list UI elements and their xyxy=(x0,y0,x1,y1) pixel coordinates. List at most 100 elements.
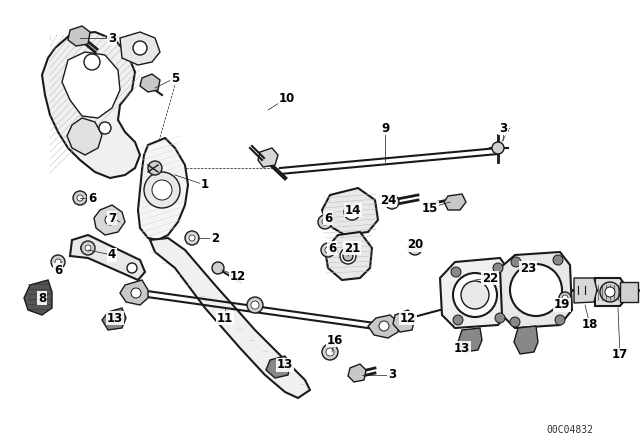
Polygon shape xyxy=(322,188,378,235)
Circle shape xyxy=(247,297,263,313)
Circle shape xyxy=(412,245,418,251)
Polygon shape xyxy=(70,235,145,280)
Circle shape xyxy=(51,255,65,269)
Polygon shape xyxy=(440,258,510,328)
Circle shape xyxy=(379,321,389,331)
Circle shape xyxy=(144,172,180,208)
Circle shape xyxy=(189,235,195,241)
Circle shape xyxy=(451,267,461,277)
Circle shape xyxy=(77,195,83,201)
Polygon shape xyxy=(458,328,482,352)
Text: 9: 9 xyxy=(381,121,389,134)
Text: 1: 1 xyxy=(201,178,209,191)
Text: 13: 13 xyxy=(454,341,470,354)
Polygon shape xyxy=(67,118,102,155)
Text: 6: 6 xyxy=(324,211,332,224)
Polygon shape xyxy=(444,194,466,210)
Polygon shape xyxy=(24,280,52,315)
Circle shape xyxy=(453,315,463,325)
Circle shape xyxy=(461,281,489,309)
Circle shape xyxy=(212,262,224,274)
Polygon shape xyxy=(258,148,278,167)
Polygon shape xyxy=(62,52,120,118)
Text: 17: 17 xyxy=(612,349,628,362)
Polygon shape xyxy=(325,232,372,280)
Circle shape xyxy=(493,263,503,273)
Circle shape xyxy=(325,247,331,253)
Circle shape xyxy=(318,215,332,229)
Polygon shape xyxy=(68,26,90,46)
Polygon shape xyxy=(368,315,398,338)
Circle shape xyxy=(131,288,141,298)
Text: 12: 12 xyxy=(230,270,246,283)
Polygon shape xyxy=(500,252,572,328)
Text: 22: 22 xyxy=(482,271,498,284)
Circle shape xyxy=(148,161,162,175)
Circle shape xyxy=(84,54,100,70)
Circle shape xyxy=(326,348,334,356)
Circle shape xyxy=(73,191,87,205)
Text: 12: 12 xyxy=(400,311,416,324)
Circle shape xyxy=(133,41,147,55)
Text: 10: 10 xyxy=(279,91,295,104)
Text: 8: 8 xyxy=(38,292,46,305)
Circle shape xyxy=(408,241,422,255)
Circle shape xyxy=(385,195,399,209)
Circle shape xyxy=(185,231,199,245)
Circle shape xyxy=(340,248,356,264)
Text: 5: 5 xyxy=(171,72,179,85)
Polygon shape xyxy=(140,74,160,92)
Circle shape xyxy=(81,241,95,255)
Polygon shape xyxy=(102,308,126,330)
Circle shape xyxy=(495,313,505,323)
Polygon shape xyxy=(620,282,638,302)
Text: 21: 21 xyxy=(344,241,360,254)
Circle shape xyxy=(510,264,562,316)
Polygon shape xyxy=(120,32,160,65)
Text: 7: 7 xyxy=(108,211,116,224)
Polygon shape xyxy=(150,238,310,398)
Text: 13: 13 xyxy=(107,311,123,324)
Text: 3: 3 xyxy=(108,31,116,44)
Circle shape xyxy=(453,273,497,317)
Circle shape xyxy=(553,255,563,265)
Circle shape xyxy=(559,292,571,304)
Circle shape xyxy=(127,263,137,273)
Circle shape xyxy=(492,142,504,154)
Text: 20: 20 xyxy=(407,238,423,251)
Circle shape xyxy=(322,219,328,225)
Text: 4: 4 xyxy=(108,249,116,262)
Polygon shape xyxy=(574,278,597,303)
Circle shape xyxy=(105,215,115,225)
Text: 15: 15 xyxy=(422,202,438,215)
Polygon shape xyxy=(393,310,415,332)
Circle shape xyxy=(605,287,615,297)
Circle shape xyxy=(510,317,520,327)
Polygon shape xyxy=(94,205,125,235)
Text: 13: 13 xyxy=(277,358,293,371)
Text: 23: 23 xyxy=(520,262,536,275)
Polygon shape xyxy=(42,32,140,178)
Polygon shape xyxy=(120,280,148,305)
Polygon shape xyxy=(138,138,188,240)
Text: 18: 18 xyxy=(582,319,598,332)
Circle shape xyxy=(555,315,565,325)
Text: 3: 3 xyxy=(499,121,507,134)
Text: 16: 16 xyxy=(327,333,343,346)
Text: 6: 6 xyxy=(88,191,96,204)
Text: 11: 11 xyxy=(217,311,233,324)
Circle shape xyxy=(81,243,91,253)
Circle shape xyxy=(321,243,335,257)
Circle shape xyxy=(322,344,338,360)
Text: 19: 19 xyxy=(554,298,570,311)
Circle shape xyxy=(343,251,353,261)
Circle shape xyxy=(600,282,620,302)
Text: 24: 24 xyxy=(380,194,396,207)
Polygon shape xyxy=(595,278,635,306)
Circle shape xyxy=(99,122,111,134)
Circle shape xyxy=(344,204,360,220)
Text: 6: 6 xyxy=(54,263,62,276)
Text: 00C04832: 00C04832 xyxy=(547,425,593,435)
Text: 3: 3 xyxy=(388,369,396,382)
Text: 2: 2 xyxy=(211,232,219,245)
